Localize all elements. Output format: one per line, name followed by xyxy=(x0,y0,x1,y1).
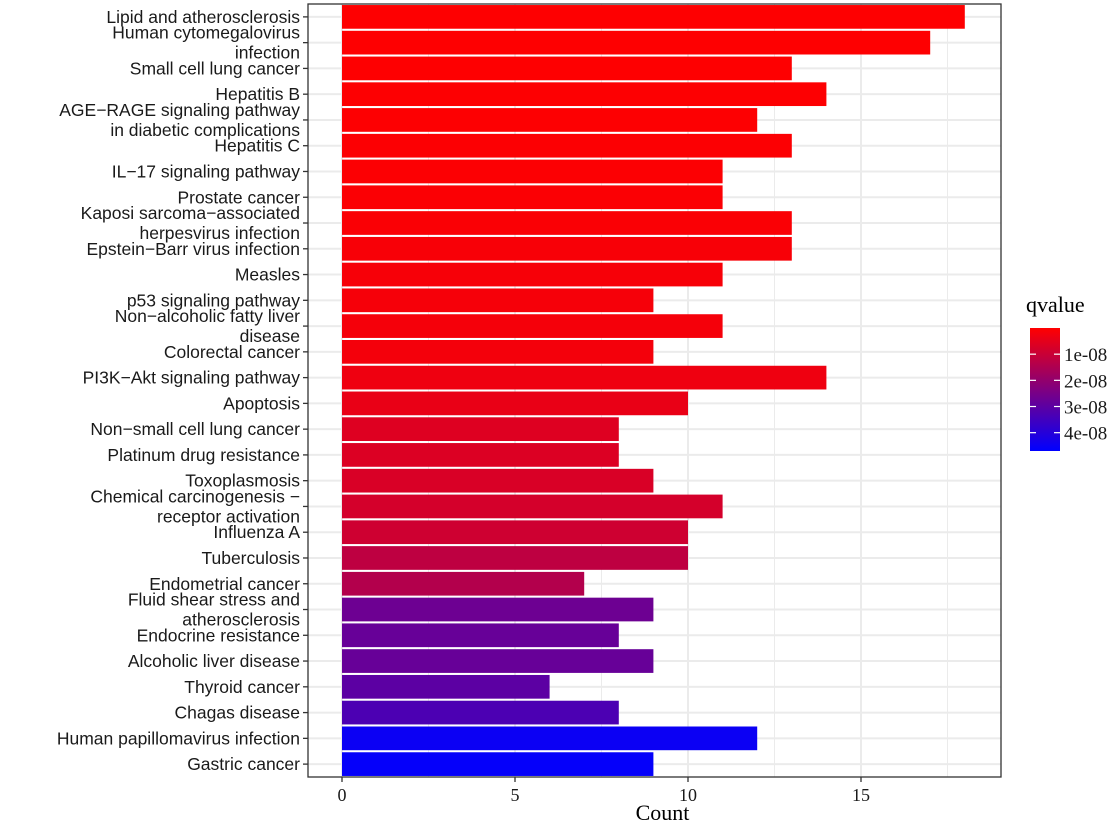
y-tick-label: Thyroid cancer xyxy=(184,677,300,697)
y-tick-label: Hepatitis B xyxy=(215,84,300,104)
bar xyxy=(342,391,688,416)
bar xyxy=(342,623,619,648)
y-tick-label: Endocrine resistance xyxy=(137,625,300,645)
bar xyxy=(342,597,654,622)
y-tick-label: Prostate cancer xyxy=(177,187,300,207)
y-tick-label: Gastric cancer xyxy=(187,754,300,774)
legend-tick-label: 4e-08 xyxy=(1064,424,1107,445)
y-tick-label: Alcoholic liver disease xyxy=(128,651,300,671)
bar xyxy=(342,365,827,390)
bar xyxy=(342,443,619,467)
color-legend: qvalue 1e-08 2e-08 3e-08 4e-08 xyxy=(1026,292,1107,451)
bar xyxy=(342,546,688,570)
bar xyxy=(342,56,792,81)
x-axis-title: Count xyxy=(636,800,690,823)
bar xyxy=(342,520,688,545)
bar xyxy=(342,494,723,519)
bar xyxy=(342,571,585,596)
y-tick-label: Measles xyxy=(235,265,300,285)
legend-colorbar xyxy=(1030,328,1060,451)
y-tick-label: Platinum drug resistance xyxy=(107,445,300,465)
y-tick-label: Colorectal cancer xyxy=(164,342,300,362)
bar xyxy=(342,417,619,442)
x-tick-label: 5 xyxy=(511,785,520,805)
y-tick-label: Apoptosis xyxy=(223,393,300,413)
legend-tick-label: 1e-08 xyxy=(1064,345,1107,366)
bar xyxy=(342,108,758,132)
bar xyxy=(342,262,723,287)
bar xyxy=(342,468,654,493)
y-tick-label: Endometrial cancer xyxy=(149,574,300,594)
bar xyxy=(342,236,792,261)
x-tick-label: 10 xyxy=(679,785,697,805)
y-tick-label: PI3K−Akt signaling pathway xyxy=(83,368,301,388)
y-tick-label: Fluid shear stress and atherosclerosis xyxy=(128,590,300,630)
y-tick-label: Chemical carcinogenesis − receptor activa… xyxy=(90,486,300,526)
y-tick-label: Non−small cell lung cancer xyxy=(90,419,300,439)
bar xyxy=(342,339,654,364)
y-tick-label: IL−17 signaling pathway xyxy=(112,161,301,181)
bar xyxy=(342,159,723,184)
legend-title: qvalue xyxy=(1026,292,1085,317)
bar xyxy=(342,700,619,725)
x-axis: 0 5 10 15 xyxy=(338,777,870,805)
bar xyxy=(342,674,550,699)
y-tick-label: Epstein−Barr virus infection xyxy=(86,239,300,259)
legend-tick-label: 2e-08 xyxy=(1064,371,1107,392)
bar xyxy=(342,726,758,751)
y-tick-label: Chagas disease xyxy=(175,703,301,723)
bar xyxy=(342,211,792,235)
bar xyxy=(342,649,654,673)
legend-tick-label: 3e-08 xyxy=(1064,398,1107,419)
plot-panel-border xyxy=(307,3,1002,778)
bar xyxy=(342,314,723,338)
y-tick-label: Kaposi sarcoma−associated herpesvirus inf… xyxy=(81,203,300,243)
y-tick-label: AGE−RAGE signaling pathway in diabetic co… xyxy=(59,100,300,140)
x-tick-label: 0 xyxy=(338,785,347,805)
bar xyxy=(342,5,965,29)
y-tick-label: Hepatitis C xyxy=(214,136,300,156)
y-tick-label: Human papillomavirus infection xyxy=(57,728,300,748)
y-tick-label: p53 signaling pathway xyxy=(127,290,300,310)
bar xyxy=(342,752,654,776)
bar xyxy=(342,82,827,107)
bar xyxy=(342,30,931,55)
x-tick-label: 15 xyxy=(852,785,870,805)
y-tick-label: Lipid and atherosclerosis xyxy=(106,7,300,27)
bar xyxy=(342,133,792,158)
bar xyxy=(342,288,654,313)
y-tick-label: Human cytomegalovirus infection xyxy=(112,23,300,63)
bar xyxy=(342,185,723,210)
y-tick-label: Tuberculosis xyxy=(201,548,300,568)
y-tick-label: Influenza A xyxy=(213,522,300,542)
y-tick-label: Small cell lung cancer xyxy=(130,58,300,78)
y-tick-label: Toxoplasmosis xyxy=(185,471,300,491)
y-tick-label: Non−alcoholic fatty liver disease xyxy=(115,306,300,346)
bars xyxy=(342,5,965,776)
